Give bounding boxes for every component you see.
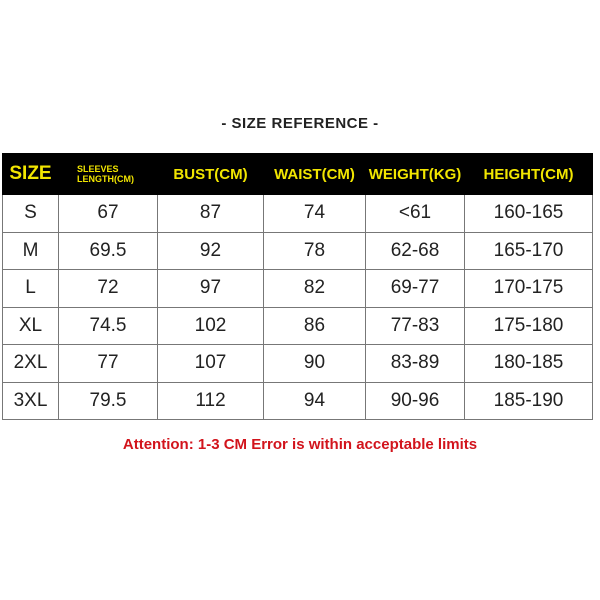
table-cell: 79.5 [58, 381, 158, 420]
table-cell: 107 [157, 344, 264, 383]
table-cell: 87 [157, 194, 264, 233]
size-table: SIZE SLEEVES LENGTH(CM) BUST(CM) WAIST(CM… [2, 153, 593, 420]
table-cell: 83-89 [365, 344, 465, 383]
table-row: 3XL 79.5 112 94 90-96 185-190 [2, 381, 593, 420]
chart-title: - SIZE REFERENCE - [221, 115, 379, 132]
header-sleeves: SLEEVES LENGTH(CM) [58, 153, 158, 195]
table-cell: L [2, 269, 59, 308]
table-cell: 175-180 [464, 306, 593, 345]
attention-note: Attention: 1-3 CM Error is within accept… [122, 436, 478, 453]
table-cell: 74 [263, 194, 366, 233]
table-cell: 77 [58, 344, 158, 383]
table-cell: 94 [263, 381, 366, 420]
table-cell: 69-77 [365, 269, 465, 308]
table-cell: 102 [157, 306, 264, 345]
table-cell: S [2, 194, 59, 233]
table-cell: 160-165 [464, 194, 593, 233]
table-cell: 67 [58, 194, 158, 233]
table-cell: 112 [157, 381, 264, 420]
table-cell: 62-68 [365, 231, 465, 270]
table-row: M 69.5 92 78 62-68 165-170 [2, 231, 593, 270]
table-cell: 3XL [2, 381, 59, 420]
table-cell: 165-170 [464, 231, 593, 270]
table-cell: 69.5 [58, 231, 158, 270]
table-cell: 92 [157, 231, 264, 270]
table-cell: 90-96 [365, 381, 465, 420]
header-row: SIZE SLEEVES LENGTH(CM) BUST(CM) WAIST(CM… [2, 153, 593, 195]
table-row: S 67 87 74 <61 160-165 [2, 194, 593, 233]
table-cell: 72 [58, 269, 158, 308]
table-cell: 180-185 [464, 344, 593, 383]
table-row: 2XL 77 107 90 83-89 180-185 [2, 344, 593, 383]
table-cell: <61 [365, 194, 465, 233]
table-cell: 170-175 [464, 269, 593, 308]
table-cell: 82 [263, 269, 366, 308]
header-weight: WEIGHT(KG) [365, 153, 465, 195]
table-cell: M [2, 231, 59, 270]
table-cell: 86 [263, 306, 366, 345]
table-row: XL 74.5 102 86 77-83 175-180 [2, 306, 593, 345]
table-cell: 2XL [2, 344, 59, 383]
table-cell: 90 [263, 344, 366, 383]
header-height: HEIGHT(CM) [464, 153, 593, 195]
header-sleeves-line2: LENGTH(CM) [77, 174, 134, 184]
table-cell: XL [2, 306, 59, 345]
table-cell: 77-83 [365, 306, 465, 345]
table-cell: 74.5 [58, 306, 158, 345]
header-waist: WAIST(CM) [263, 153, 366, 195]
header-sleeves-line1: SLEEVES [77, 164, 119, 174]
table-cell: 97 [157, 269, 264, 308]
header-size: SIZE [2, 153, 59, 195]
table-cell: 78 [263, 231, 366, 270]
header-bust: BUST(CM) [157, 153, 264, 195]
table-cell: 185-190 [464, 381, 593, 420]
table-row: L 72 97 82 69-77 170-175 [2, 269, 593, 308]
